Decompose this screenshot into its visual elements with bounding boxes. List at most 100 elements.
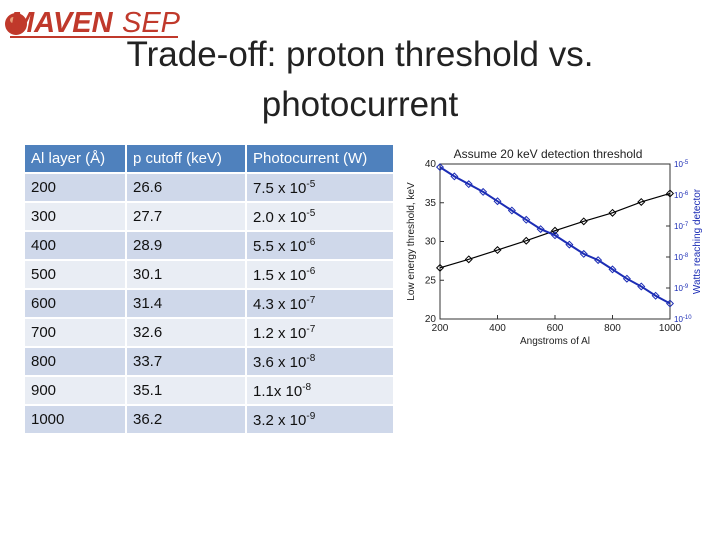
cell-photocurrent: 2.0 x 10-5 [245, 201, 395, 232]
cell-al-layer: 900 [23, 375, 127, 406]
cell-photocurrent: 4.3 x 10-7 [245, 288, 395, 319]
photocurrent-point [450, 172, 459, 181]
photocurrent-mantissa: 5.5 x 10 [253, 237, 307, 255]
threshold-table: Al layer (Å) p cutoff (keV) Photocurrent… [23, 143, 395, 435]
table-row: 600 31.4 4.3 x 10-7 [23, 288, 395, 319]
y2-tick-label: 10-7 [674, 222, 689, 231]
photocurrent-point [493, 197, 502, 206]
slide-title: Trade-off: proton threshold vs. photocur… [126, 35, 594, 124]
table-row: 700 32.6 1.2 x 10-7 [23, 317, 395, 348]
y-tick-label: 25 [425, 275, 437, 286]
logo-sep-text: SEP [122, 7, 181, 39]
x-tick-label: 1000 [659, 323, 682, 334]
photocurrent-mantissa: 4.3 x 10 [253, 295, 307, 313]
photocurrent-exponent: -6 [306, 265, 316, 277]
photocurrent-point [579, 249, 588, 258]
photocurrent-point [637, 282, 646, 291]
cell-al-layer: 600 [23, 288, 127, 319]
photocurrent-point [651, 291, 660, 300]
cell-photocurrent: 5.5 x 10-6 [245, 230, 395, 261]
table-row: 200 26.6 7.5 x 10-5 [23, 172, 395, 203]
table-row: 1000 36.2 3.2 x 10-9 [23, 404, 395, 435]
threshold-series-line [439, 192, 671, 269]
y2-tick-label: 10-10 [674, 315, 692, 324]
cell-al-layer: 500 [23, 259, 127, 290]
threshold-point [665, 189, 675, 198]
photocurrent-exponent: -5 [306, 207, 316, 219]
cell-p-cutoff: 27.7 [125, 201, 247, 232]
threshold-point [579, 217, 588, 226]
photocurrent-point [608, 265, 617, 274]
y2-tick-label: 10-6 [674, 191, 689, 200]
y-tick-label: 30 [425, 237, 437, 248]
cell-p-cutoff: 28.9 [125, 230, 247, 261]
cell-al-layer: 400 [23, 230, 127, 261]
table-row: 500 30.1 1.5 x 10-6 [23, 259, 395, 290]
cell-al-layer: 800 [23, 346, 127, 377]
photocurrent-exponent: -5 [306, 178, 316, 190]
cell-p-cutoff: 33.7 [125, 346, 247, 377]
table-row: 900 35.1 1.1x 10-8 [23, 375, 395, 406]
x-tick-label: 200 [432, 323, 449, 334]
cell-photocurrent: 1.2 x 10-7 [245, 317, 395, 348]
photocurrent-series-line [439, 166, 671, 305]
photocurrent-point [464, 180, 473, 189]
threshold-point [608, 208, 617, 217]
table-header-row: Al layer (Å) p cutoff (keV) Photocurrent… [23, 143, 395, 174]
header-photocurrent: Photocurrent (W) [245, 143, 395, 174]
table-row: 800 33.7 3.6 x 10-8 [23, 346, 395, 377]
header-p-cutoff: p cutoff (keV) [125, 143, 247, 174]
y2-axis-label: Watts reaching detector [692, 188, 703, 294]
x-tick-label: 600 [547, 323, 564, 334]
threshold-point [464, 255, 473, 264]
photocurrent-point [550, 231, 560, 240]
photocurrent-point [435, 163, 445, 172]
x-axis-label: Angstroms of Al [520, 336, 590, 347]
photocurrent-exponent: -8 [306, 352, 316, 364]
cell-p-cutoff: 32.6 [125, 317, 247, 348]
photocurrent-point [565, 240, 574, 249]
threshold-point [435, 263, 445, 272]
photocurrent-mantissa: 1.5 x 10 [253, 266, 307, 284]
photocurrent-mantissa: 7.5 x 10 [253, 179, 307, 197]
photocurrent-point [479, 187, 488, 196]
threshold-point [550, 226, 560, 235]
photocurrent-point [507, 206, 516, 215]
photocurrent-exponent: -9 [306, 410, 316, 422]
photocurrent-point [622, 274, 631, 283]
cell-photocurrent: 1.1x 10-8 [245, 375, 395, 406]
photocurrent-point [594, 256, 603, 265]
cell-photocurrent: 3.2 x 10-9 [245, 404, 395, 435]
cell-photocurrent: 3.6 x 10-8 [245, 346, 395, 377]
photocurrent-mantissa: 1.2 x 10 [253, 324, 307, 342]
y-axis-label: Low energy threshold, keV [406, 182, 417, 301]
x-tick-label: 800 [604, 323, 621, 334]
table-row: 300 27.7 2.0 x 10-5 [23, 201, 395, 232]
cell-p-cutoff: 26.6 [125, 172, 247, 203]
y-tick-label: 20 [425, 314, 437, 325]
mars-highlight [10, 17, 16, 23]
photocurrent-exponent: -7 [306, 323, 316, 335]
photocurrent-point [522, 215, 531, 224]
cell-p-cutoff: 31.4 [125, 288, 247, 319]
threshold-chart: Assume 20 keV detection threshold 200 400 6… [406, 147, 703, 347]
cell-al-layer: 700 [23, 317, 127, 348]
photocurrent-mantissa: 2.0 x 10 [253, 208, 307, 226]
threshold-point [522, 236, 531, 245]
cell-al-layer: 1000 [23, 404, 127, 435]
cell-p-cutoff: 36.2 [125, 404, 247, 435]
maven-sep-logo: MAVEN SEP [5, 7, 181, 39]
photocurrent-mantissa: 3.6 x 10 [253, 353, 307, 371]
cell-p-cutoff: 35.1 [125, 375, 247, 406]
x-tick-label: 400 [489, 323, 506, 334]
cell-al-layer: 200 [23, 172, 127, 203]
photocurrent-mantissa: 1.1x 10 [253, 382, 303, 400]
y-tick-label: 35 [425, 198, 437, 209]
cell-photocurrent: 7.5 x 10-5 [245, 172, 395, 203]
threshold-point [637, 197, 646, 206]
logo-maven-text: MAVEN [10, 7, 114, 39]
logo-underline [10, 36, 178, 38]
y2-tick-label: 10-8 [674, 253, 689, 262]
y2-tick-label: 10-5 [674, 160, 689, 169]
cell-photocurrent: 1.5 x 10-6 [245, 259, 395, 290]
